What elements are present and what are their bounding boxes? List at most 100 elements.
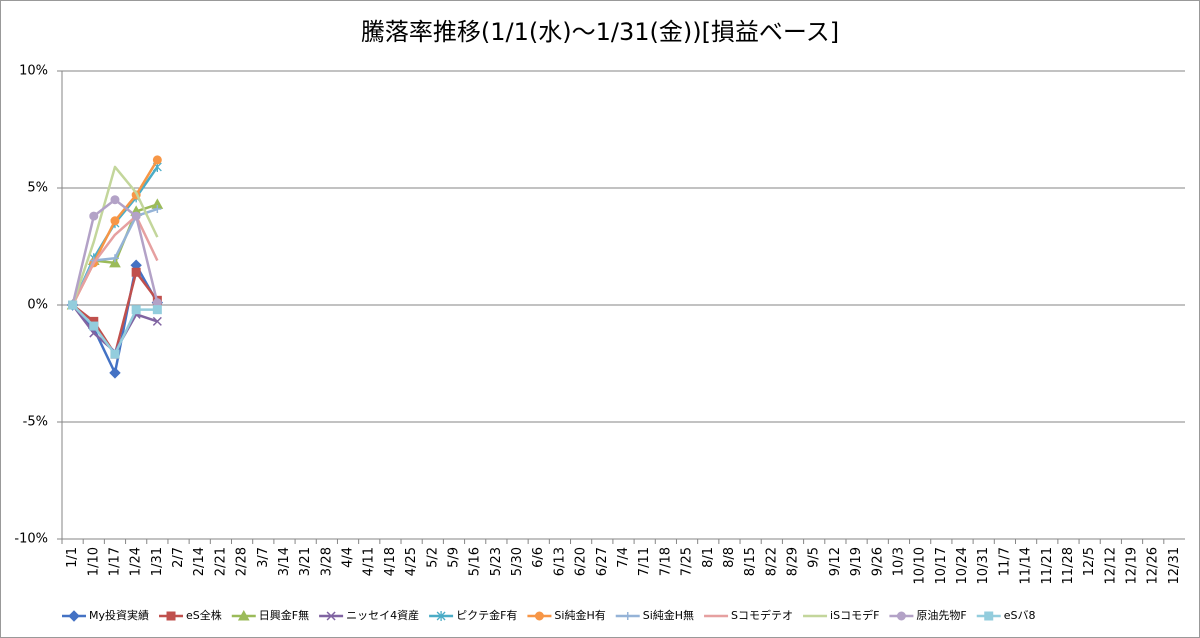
x-tick-label: 9/26 bbox=[870, 547, 885, 576]
x-tick-label: 2/28 bbox=[235, 547, 250, 576]
x-tick-label: 7/25 bbox=[680, 547, 695, 576]
marker bbox=[109, 367, 121, 379]
x-tick-label: 3/7 bbox=[256, 547, 271, 568]
x-tick-label: 2/21 bbox=[213, 547, 228, 576]
x-tick-label: 7/11 bbox=[637, 547, 652, 576]
y-tick-label: -5% bbox=[23, 415, 48, 430]
x-tick-label: 4/18 bbox=[383, 547, 398, 576]
x-tick-label: 6/6 bbox=[531, 547, 546, 568]
series-line bbox=[71, 214, 159, 306]
marker bbox=[110, 216, 120, 226]
legend-item: eS全株 bbox=[159, 608, 222, 622]
legend-item: Si純金H有 bbox=[527, 608, 606, 622]
x-tick-label: 9/12 bbox=[828, 547, 843, 576]
marker bbox=[131, 211, 141, 221]
legend-item: ニッセイ4資産 bbox=[319, 609, 419, 622]
x-tick-label: 1/10 bbox=[86, 547, 101, 576]
x-tick-label: 10/31 bbox=[976, 547, 991, 584]
legend-label: My投資実績 bbox=[89, 608, 149, 622]
legend-item: 原油先物F bbox=[889, 608, 967, 622]
x-tick-label: 5/30 bbox=[510, 547, 525, 576]
legend-label: eSバ8 bbox=[1004, 609, 1036, 622]
marker bbox=[152, 316, 162, 326]
x-tick-label: 3/28 bbox=[319, 547, 334, 576]
x-tick-label: 8/22 bbox=[764, 547, 779, 576]
x-tick-label: 11/7 bbox=[997, 547, 1012, 576]
legend-item: ピクテ金F有 bbox=[429, 608, 517, 622]
legend-item: My投資実績 bbox=[62, 608, 149, 622]
x-tick-label: 1/24 bbox=[129, 547, 144, 576]
legend-marker bbox=[436, 611, 446, 621]
x-tick-label: 11/14 bbox=[1019, 547, 1034, 584]
x-tick-label: 8/15 bbox=[743, 547, 758, 576]
x-tick-label: 7/4 bbox=[616, 547, 631, 568]
x-tick-label: 1/1 bbox=[65, 547, 80, 568]
y-tick-label: 5% bbox=[27, 181, 48, 196]
legend-marker bbox=[237, 609, 250, 621]
legend-label: Si純金H有 bbox=[554, 608, 605, 622]
x-tick-label: 9/19 bbox=[849, 547, 864, 576]
x-tick-label: 2/14 bbox=[192, 547, 207, 576]
marker bbox=[152, 305, 162, 315]
legend-label: ピクテ金F有 bbox=[456, 608, 517, 622]
x-tick-label: 11/21 bbox=[1040, 547, 1055, 584]
x-tick-label: 8/8 bbox=[722, 547, 737, 568]
x-tick-label: 2/7 bbox=[171, 547, 186, 568]
legend-marker bbox=[984, 611, 994, 621]
x-tick-label: 10/17 bbox=[934, 547, 949, 584]
legend-item: Si純金H無 bbox=[615, 608, 694, 622]
x-tick-label: 8/29 bbox=[786, 547, 801, 576]
x-tick-label: 9/5 bbox=[807, 547, 822, 568]
series bbox=[68, 300, 162, 359]
x-tick-label: 5/2 bbox=[425, 547, 440, 568]
marker bbox=[89, 211, 99, 221]
x-tick-label: 12/31 bbox=[1167, 547, 1182, 584]
marker bbox=[131, 267, 141, 277]
legend-label: 日興金F無 bbox=[259, 608, 309, 622]
x-tick-label: 11/28 bbox=[1061, 547, 1076, 584]
chart-title: 騰落率推移(1/1(水)～1/31(金))[損益ベース] bbox=[361, 18, 839, 46]
x-tick-label: 8/1 bbox=[701, 547, 716, 568]
marker bbox=[110, 349, 120, 359]
legend-item: Sコモデテオ bbox=[704, 608, 793, 622]
marker bbox=[109, 256, 121, 268]
x-tick-label: 4/25 bbox=[404, 547, 419, 576]
marker bbox=[110, 254, 119, 263]
x-tick-label: 4/4 bbox=[341, 547, 356, 568]
x-tick-label: 10/10 bbox=[913, 547, 928, 584]
x-tick-label: 6/27 bbox=[595, 547, 610, 576]
x-tick-label: 3/21 bbox=[298, 547, 313, 576]
x-tick-label: 12/19 bbox=[1125, 547, 1140, 584]
x-tick-label: 12/5 bbox=[1082, 547, 1097, 576]
legend-label: 原油先物F bbox=[916, 608, 966, 622]
series bbox=[71, 214, 159, 306]
x-tick-label: 10/3 bbox=[891, 547, 906, 576]
y-tick-label: -10% bbox=[14, 532, 48, 547]
x-tick-label: 4/11 bbox=[362, 547, 377, 576]
legend-label: Sコモデテオ bbox=[731, 608, 793, 622]
series-line bbox=[71, 165, 159, 306]
x-tick-label: 1/31 bbox=[150, 547, 165, 576]
legend-marker bbox=[166, 611, 176, 621]
legend-marker bbox=[896, 611, 906, 621]
x-tick-label: 7/18 bbox=[658, 547, 673, 576]
legend-marker bbox=[68, 610, 80, 622]
x-tick-label: 12/26 bbox=[1146, 547, 1161, 584]
legend-label: ニッセイ4資産 bbox=[346, 609, 419, 622]
x-tick-label: 5/16 bbox=[468, 547, 483, 576]
x-tick-label: 10/24 bbox=[955, 547, 970, 584]
marker bbox=[89, 321, 99, 331]
marker bbox=[68, 300, 78, 310]
x-tick-label: 1/17 bbox=[107, 547, 122, 576]
y-tick-label: 10% bbox=[19, 64, 48, 79]
x-tick-label: 6/20 bbox=[574, 547, 589, 576]
legend-item: 日興金F無 bbox=[231, 608, 309, 622]
legend-marker bbox=[623, 612, 632, 620]
legend-label: eS全株 bbox=[186, 608, 222, 622]
x-tick-label: 3/14 bbox=[277, 547, 292, 576]
x-tick-label: 6/13 bbox=[552, 547, 567, 576]
y-tick-label: 0% bbox=[27, 298, 48, 313]
x-tick-label: 5/23 bbox=[489, 547, 504, 576]
